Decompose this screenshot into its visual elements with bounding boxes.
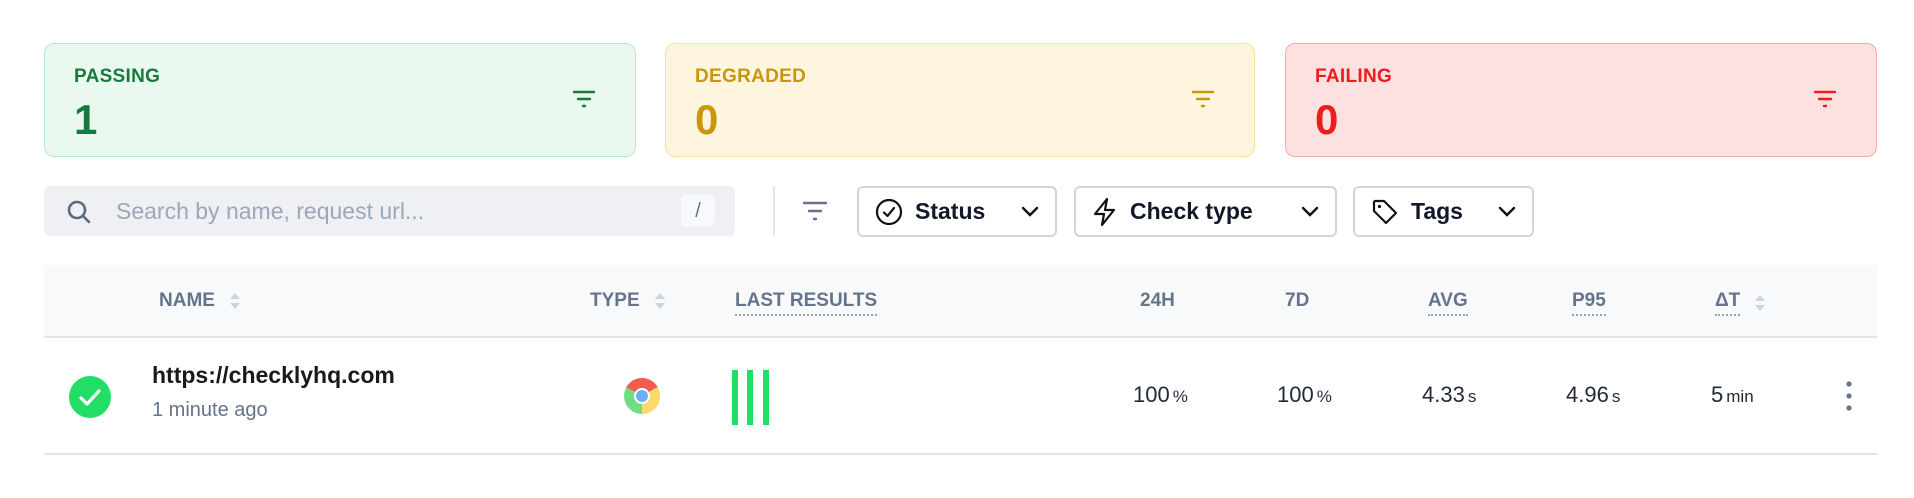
failing-count: 0 <box>1315 96 1339 143</box>
check-name[interactable]: https://checklyhq.com <box>152 362 395 388</box>
chevron-down-icon <box>1301 206 1319 217</box>
value: 4.96 <box>1566 382 1609 407</box>
column-label: 24H <box>1140 290 1175 311</box>
p95-response: 4.96 s <box>1566 382 1620 408</box>
sort-icon <box>229 293 240 309</box>
column-label: P95 <box>1572 290 1606 316</box>
unit: s <box>1611 387 1621 406</box>
avg-response: 4.33 s <box>1422 382 1476 408</box>
sort-icon <box>1755 295 1766 311</box>
column-label: AVG <box>1428 290 1468 316</box>
column-header-avg: AVG <box>1428 290 1468 316</box>
column-label: LAST RESULTS <box>735 290 878 316</box>
degraded-card[interactable]: DEGRADED 0 <box>665 43 1255 157</box>
check-circle-icon <box>875 198 903 225</box>
passing-status-icon <box>69 376 111 418</box>
column-label: ΔT <box>1715 290 1741 316</box>
failing-label: FAILING <box>1315 66 1393 87</box>
result-bar-pass[interactable] <box>732 370 738 425</box>
check-updated-time: 1 minute ago <box>152 399 268 421</box>
filter-icon[interactable] <box>1814 90 1836 108</box>
degraded-count: 0 <box>695 96 719 143</box>
search-icon <box>67 200 91 224</box>
column-label: NAME <box>159 290 215 311</box>
more-options-icon[interactable] <box>1843 380 1855 414</box>
chevron-down-icon <box>1498 206 1516 217</box>
column-header-7d: 7D <box>1285 290 1309 312</box>
unit: % <box>1316 387 1332 406</box>
filter-icon[interactable] <box>803 201 827 221</box>
check-type-filter-button[interactable]: Check type <box>1074 186 1337 237</box>
filter-icon[interactable] <box>1192 90 1214 108</box>
passing-label: PASSING <box>74 66 161 87</box>
unit: % <box>1172 387 1188 406</box>
tags-filter-label: Tags <box>1411 198 1463 224</box>
search-shortcut-hint: / <box>681 195 715 227</box>
uptime-24h: 100% <box>1133 382 1188 408</box>
failing-card[interactable]: FAILING 0 <box>1285 43 1877 157</box>
table-row[interactable] <box>44 338 1877 455</box>
check-type-filter-label: Check type <box>1130 198 1253 224</box>
table-header <box>44 265 1877 338</box>
value: 100 <box>1277 382 1314 407</box>
column-label: 7D <box>1285 290 1310 311</box>
column-header-last-results: LAST RESULTS <box>735 290 878 316</box>
check-interval: 5 min <box>1711 382 1754 408</box>
status-filter-button[interactable]: Status <box>857 186 1057 237</box>
value: 100 <box>1133 382 1170 407</box>
column-header-24h: 24H <box>1140 290 1175 312</box>
search-input[interactable] <box>116 186 676 236</box>
chevron-down-icon <box>1021 206 1039 217</box>
result-bar-pass[interactable] <box>747 370 753 425</box>
chrome-icon <box>624 377 661 414</box>
value: 4.33 <box>1422 382 1465 407</box>
result-bar-pass[interactable] <box>763 370 769 425</box>
filter-icon[interactable] <box>573 90 595 108</box>
value: 5 <box>1711 382 1724 407</box>
passing-count: 1 <box>74 96 98 143</box>
column-header-delta-t[interactable]: ΔT <box>1715 290 1766 316</box>
unit: min <box>1726 387 1754 406</box>
sort-icon <box>654 293 665 309</box>
passing-card[interactable]: PASSING 1 <box>44 43 636 157</box>
column-header-type[interactable]: TYPE <box>590 290 666 312</box>
degraded-label: DEGRADED <box>695 66 807 87</box>
uptime-7d: 100% <box>1277 382 1332 408</box>
search-box[interactable]: / <box>44 186 735 236</box>
column-header-p95: P95 <box>1572 290 1606 316</box>
column-label: TYPE <box>590 290 640 311</box>
tag-icon <box>1372 199 1398 224</box>
toolbar-divider <box>773 186 775 236</box>
tags-filter-button[interactable]: Tags <box>1353 186 1534 237</box>
unit: s <box>1467 387 1477 406</box>
status-filter-label: Status <box>915 198 986 224</box>
lightning-icon <box>1093 197 1116 226</box>
column-header-name[interactable]: NAME <box>159 290 241 312</box>
